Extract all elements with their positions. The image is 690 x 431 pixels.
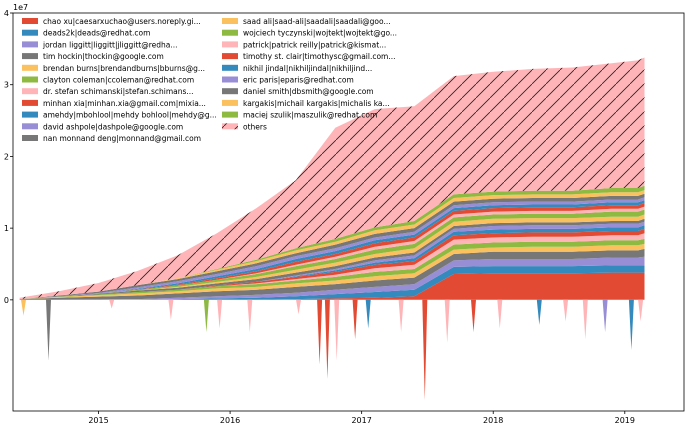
legend-label-7: minhan xia|minhan.xia@gmail.com|mixia... [43, 99, 206, 108]
negative-spike-14 [422, 299, 428, 401]
area-series-3 [19, 248, 645, 300]
negative-spike-4 [203, 299, 209, 333]
x-tick-label-3: 2018 [483, 416, 503, 425]
legend-swatch-3 [22, 53, 38, 60]
legend-swatch-14 [222, 53, 238, 60]
negative-spike-22 [628, 299, 634, 350]
legend-swatch-6 [22, 88, 38, 95]
area-series-4 [19, 243, 645, 300]
negative-spike-19 [563, 299, 569, 322]
negative-spike-3 [168, 299, 174, 320]
negative-spike-12 [365, 299, 371, 329]
negative-spike-18 [536, 299, 542, 325]
legend-label-16: eric paris|eparis@redhat.com [243, 76, 354, 85]
legend-label-3: tim hockin|thockin@google.com [43, 52, 164, 61]
legend-label-4: brendan burns|brendandburns|bburns@g... [43, 64, 205, 73]
negative-spike-20 [582, 299, 588, 340]
y-tick-label-0: 0 [4, 296, 9, 305]
legend-label-8: amehdy|mbohlool|mehdy bohlool|mehdy@g... [43, 111, 217, 120]
plot-area [19, 57, 645, 401]
y-tick-label-4: 4 [4, 9, 9, 18]
negative-spike-2 [109, 299, 115, 309]
negative-spike-13 [398, 299, 404, 333]
legend-label-18: kargakis|michail kargakis|michalis ka... [243, 99, 390, 108]
legend-swatch-5 [22, 76, 38, 83]
legend-label-11: saad ali|saad-ali|saadali|saadali@goo... [243, 17, 391, 26]
negative-spike-15 [444, 299, 450, 343]
legend-label-5: clayton coleman|ccoleman@redhat.com [43, 76, 194, 85]
legend-label-19: maciej szulik|maszulik@redhat.com [243, 111, 377, 120]
negative-spike-5 [217, 299, 223, 329]
legend-swatch-16 [222, 76, 238, 83]
legend-label-20: others [243, 122, 267, 131]
legend-label-15: nikhil jindal|nikhiljindal|nikhiljind... [243, 64, 372, 73]
y-tick-label-1: 1 [4, 224, 9, 233]
x-tick-label-2: 2017 [351, 416, 371, 425]
legend-swatch-9 [22, 123, 38, 130]
legend-swatch-19 [222, 111, 238, 118]
legend-swatch-13 [222, 41, 238, 48]
negative-spike-7 [296, 299, 301, 315]
negative-spike-11 [352, 299, 358, 340]
axes-frame [12, 12, 685, 412]
y-tick-label-3: 3 [4, 81, 9, 90]
legend-swatch-0 [22, 18, 38, 24]
negative-spike-17 [497, 299, 503, 329]
negative-spike-16 [471, 299, 476, 333]
legend-label-13: patrick|patrick reilly|patrick@kismat... [243, 40, 386, 49]
area-series-18 [19, 190, 645, 300]
legend-label-9: david ashpole|dashpole@google.com [43, 122, 183, 131]
legend-swatch-8 [22, 111, 38, 118]
y-tick-label-2: 2 [4, 152, 9, 161]
x-tick-label-4: 2019 [615, 416, 635, 425]
legend-label-6: dr. stefan schimanski|stefan.schimans... [43, 87, 194, 96]
legend-swatch-20 [222, 123, 238, 130]
legend-label-10: nan monnand deng|monnand@gmail.com [43, 134, 201, 143]
area-series-1 [19, 265, 645, 300]
legend-label-17: daniel smith|dbsmith@google.com [243, 87, 374, 96]
legend-label-14: timothy st. clair|timothysc@gmail.com... [243, 52, 396, 61]
legend-label-1: deads2k|deads@redhat.com [43, 29, 150, 38]
legend-swatch-2 [22, 41, 38, 48]
legend-swatch-18 [222, 99, 238, 106]
area-series-7 [19, 228, 645, 300]
y-multiplier-label: 1e7 [13, 3, 28, 12]
x-tick-label-0: 2015 [88, 416, 108, 425]
negative-spike-10 [334, 299, 340, 361]
negative-spike-1 [46, 299, 51, 361]
legend-swatch-10 [22, 135, 38, 141]
legend-swatch-15 [222, 64, 238, 71]
area-series-20 [19, 57, 645, 300]
legend-label-12: wojciech tyczynski|wojtekt|wojtekt@go... [243, 29, 397, 38]
legend-swatch-11 [222, 18, 238, 24]
area-series-0 [19, 272, 645, 300]
area-series-17 [19, 193, 645, 300]
area-series-2 [19, 256, 645, 300]
legend-swatch-4 [22, 64, 38, 71]
legend: chao xu|caesarxuchao@users.noreply.gi...… [22, 17, 397, 143]
negative-spike-0 [21, 299, 26, 316]
legend-label-0: chao xu|caesarxuchao@users.noreply.gi... [43, 17, 201, 26]
negative-spike-8 [317, 299, 323, 365]
x-tick-label-1: 2016 [220, 416, 240, 425]
negative-spike-6 [247, 299, 253, 333]
area-series-5 [19, 238, 645, 300]
negative-spike-9 [324, 299, 330, 379]
legend-swatch-12 [222, 29, 238, 36]
axes: 0 1 2 3 4 1e7 2015 2016 2017 2018 2019 [4, 3, 685, 425]
legend-swatch-17 [222, 88, 238, 95]
legend-swatch-7 [22, 99, 38, 106]
area-series-6 [19, 233, 645, 300]
area-series-19 [19, 185, 645, 300]
legend-label-2: jordan liggitt|liggitt|jliggitt@redha... [42, 40, 178, 49]
legend-swatch-1 [22, 29, 38, 36]
negative-spike-23 [638, 299, 644, 322]
negative-spike-21 [602, 299, 608, 333]
